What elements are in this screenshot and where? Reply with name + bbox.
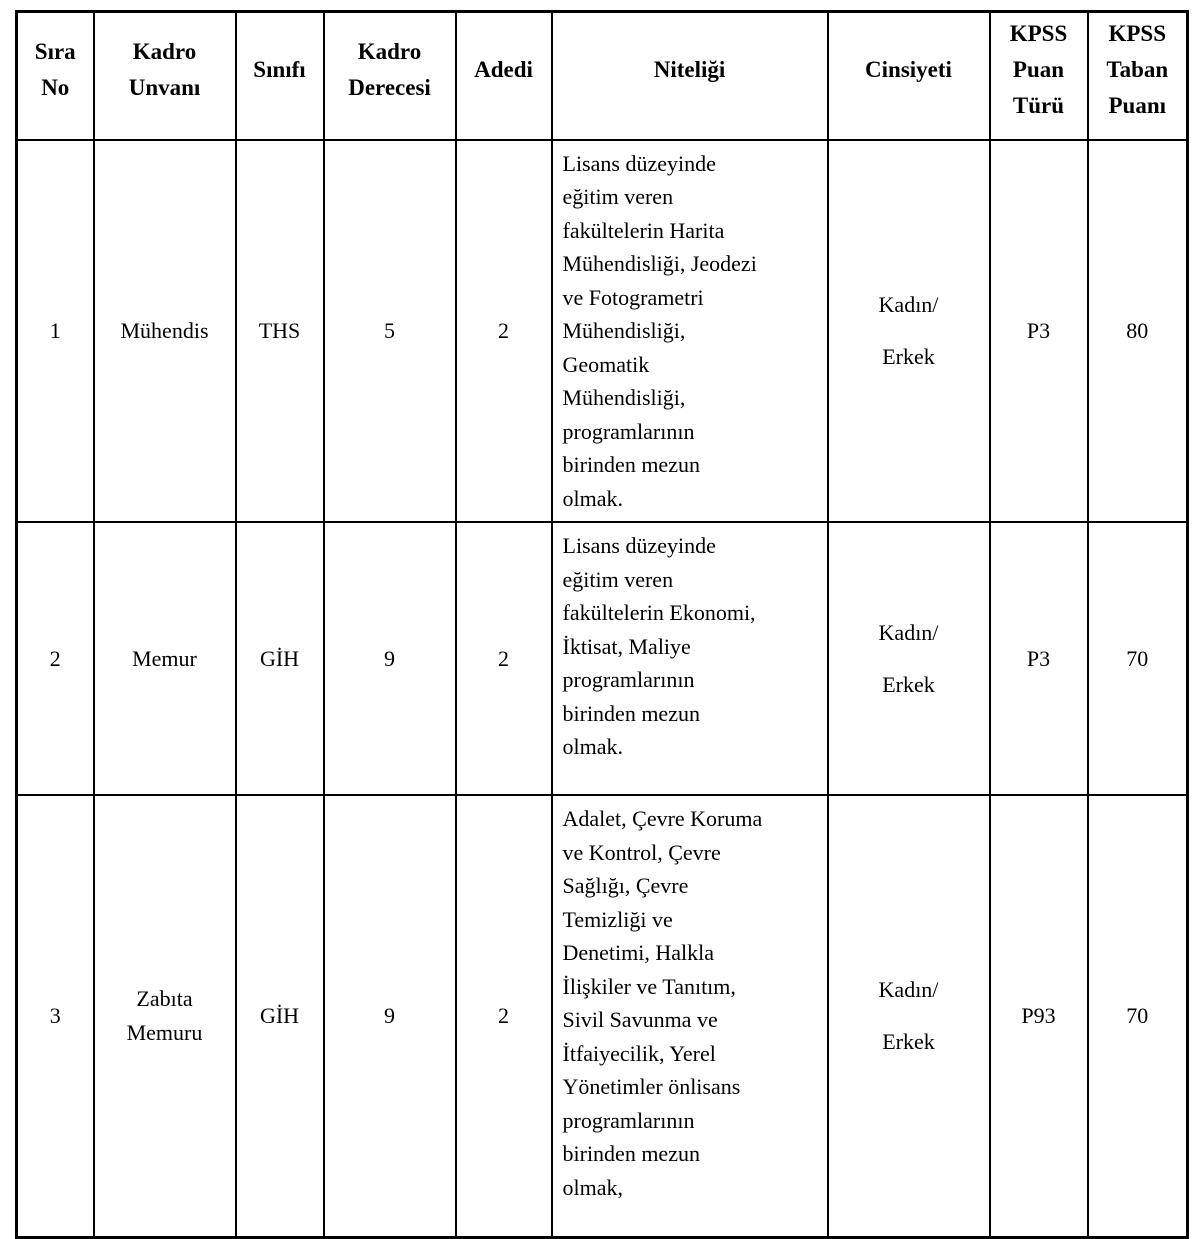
cell-kpss-taban-puani: 70 [1086,521,1189,796]
cell-sira-no: 3 [15,794,95,1238]
header-niteligi: Niteliği [550,10,829,141]
cell-sinifi: GİH [234,794,325,1238]
cell-kadro-derecesi: 5 [322,138,457,523]
cell-kpss-taban-puani: 80 [1086,138,1189,523]
header-sinifi: Sınıfı [234,10,325,141]
cell-niteligi: Lisans düzeyinde eğitim veren fakülteler… [550,138,829,523]
cell-adedi: 2 [454,521,553,796]
cell-sira-no: 2 [15,521,95,796]
cell-sinifi: THS [234,138,325,523]
cell-adedi: 2 [454,794,553,1238]
cell-cinsiyeti: Kadın/ Erkek [826,521,991,796]
cell-kpss-puan-turu: P93 [988,794,1089,1238]
table-row: 1 Mühendis THS 5 2 Lisans düzeyinde eğit… [15,138,1189,523]
header-kadro-unvani: Kadro Unvanı [92,10,237,141]
header-kadro-derecesi: Kadro Derecesi [322,10,457,141]
cell-kadro-unvani: Zabıta Memuru [92,794,237,1238]
cell-kadro-derecesi: 9 [322,794,457,1238]
cell-niteligi: Lisans düzeyinde eğitim veren fakülteler… [550,521,829,796]
cell-kadro-unvani: Mühendis [92,138,237,523]
cell-sira-no: 1 [15,138,95,523]
header-kpss-taban-puani: KPSS Taban Puanı [1086,10,1189,141]
cell-kpss-taban-puani: 70 [1086,794,1189,1238]
table-row: 2 Memur GİH 9 2 Lisans düzeyinde eğitim … [15,521,1189,796]
header-kpss-puan-turu: KPSS Puan Türü [988,10,1089,141]
table-header-row: Sıra No Kadro Unvanı Sınıfı Kadro Derece… [15,10,1189,141]
cell-cinsiyeti: Kadın/ Erkek [826,138,991,523]
cell-cinsiyeti: Kadın/ Erkek [826,794,991,1238]
cell-niteligi: Adalet, Çevre Koruma ve Kontrol, Çevre S… [550,794,829,1238]
cell-kpss-puan-turu: P3 [988,138,1089,523]
table-row: 3 Zabıta Memuru GİH 9 2 Adalet, Çevre Ko… [15,794,1189,1238]
cell-sinifi: GİH [234,521,325,796]
kpss-job-posting-table: Sıra No Kadro Unvanı Sınıfı Kadro Derece… [15,10,1189,1239]
cell-kadro-unvani: Memur [92,521,237,796]
header-adedi: Adedi [454,10,553,141]
cell-adedi: 2 [454,138,553,523]
cell-kadro-derecesi: 9 [322,521,457,796]
header-cinsiyeti: Cinsiyeti [826,10,991,141]
header-sira-no: Sıra No [15,10,95,141]
cell-kpss-puan-turu: P3 [988,521,1089,796]
